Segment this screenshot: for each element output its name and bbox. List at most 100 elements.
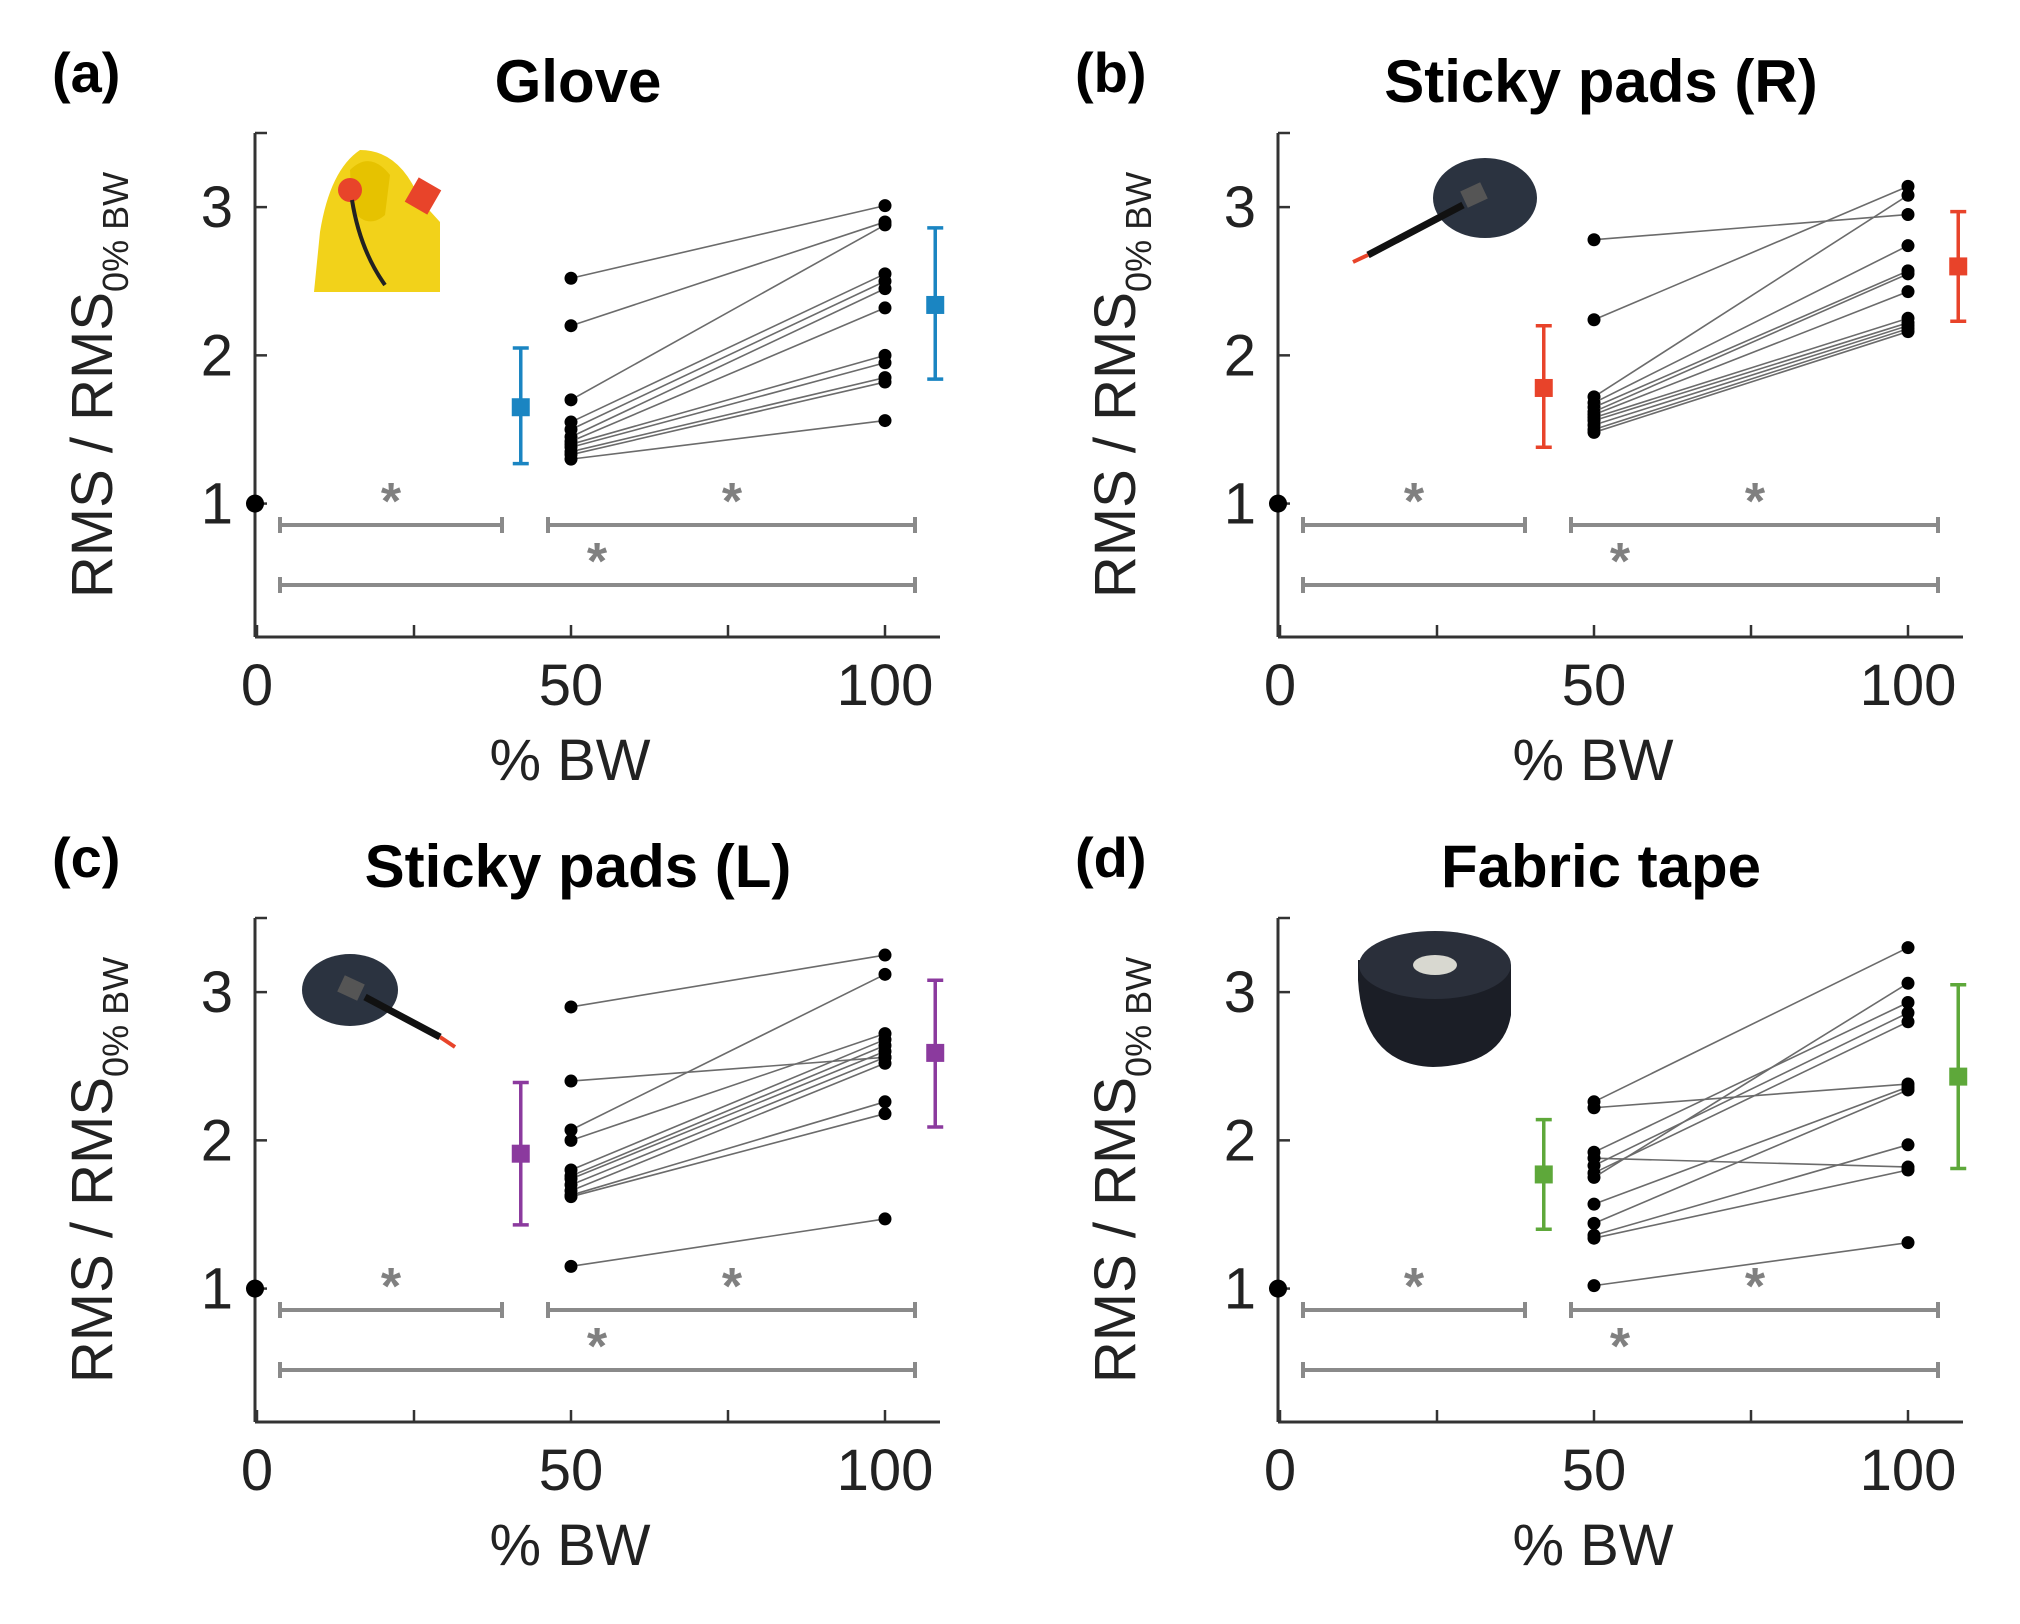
subject-line — [570, 419, 886, 460]
x-tick-label: 50 — [539, 653, 604, 718]
y-tick-label: 3 — [1224, 175, 1256, 240]
y-axis-label: RMS / RMS0% BW — [1083, 957, 1159, 1383]
subject-point-100 — [1901, 995, 1915, 1009]
y-axis-label-main: RMS / RMS — [60, 1077, 125, 1383]
subject-point-100 — [878, 1212, 892, 1226]
subject-line — [570, 307, 886, 443]
significance-star: * — [381, 1258, 402, 1316]
subject-point-100 — [878, 356, 892, 370]
x-tick-label: 100 — [837, 653, 934, 718]
y-tick-label: 2 — [1224, 323, 1256, 388]
subject-line — [570, 273, 886, 423]
subject-point-50 — [564, 1133, 578, 1147]
x-axis-label: % BW — [1512, 1513, 1673, 1578]
x-axis-label: % BW — [1512, 728, 1673, 793]
panel-label: (c) — [52, 826, 120, 889]
y-tick-label: 1 — [201, 472, 233, 537]
subject-line — [570, 973, 886, 1131]
subject-point-50 — [1587, 1101, 1601, 1115]
x-tick-label: 0 — [241, 653, 273, 718]
subject-point-100 — [1901, 941, 1915, 955]
x-tick-label: 100 — [1860, 653, 1957, 718]
y-axis-label-main: RMS / RMS — [1083, 292, 1148, 598]
chart-panel-a: (a) Glove 1 2 3 0 50 100 % BW RMS / RMS0% BW * * * — [52, 41, 945, 793]
baseline-point — [1269, 1279, 1287, 1298]
chart-panel-c: (c) Sticky pads (L) 1 2 3 0 50 100 % BW RMS / RMS… — [52, 826, 945, 1578]
subject-point-50 — [1587, 425, 1601, 439]
y-axis-label-subscript: 0% BW — [95, 957, 136, 1077]
subject-line — [570, 221, 886, 327]
subject-point-50 — [564, 1190, 578, 1204]
subject-line — [1593, 1012, 1909, 1167]
subject-line — [570, 1038, 886, 1171]
y-tick-label: 1 — [1224, 1257, 1256, 1322]
subject-line — [1593, 1083, 1909, 1109]
subject-line — [570, 1032, 886, 1142]
subject-line — [570, 1056, 886, 1186]
subject-line — [570, 376, 886, 453]
subject-point-100 — [1901, 1163, 1915, 1177]
electrode-tip — [1352, 253, 1369, 264]
subject-line — [1593, 1001, 1909, 1153]
significance-star: * — [722, 473, 743, 531]
subject-point-50 — [1587, 1216, 1601, 1230]
panel-label: (a) — [52, 41, 120, 104]
mean-marker — [926, 1043, 945, 1062]
subject-line — [1593, 185, 1909, 321]
subject-line — [570, 1062, 886, 1192]
subject-line — [1593, 1086, 1909, 1205]
y-tick-label: 2 — [201, 323, 233, 388]
y-tick-label: 1 — [201, 1257, 233, 1322]
glove-finger — [350, 161, 390, 222]
subject-line — [1593, 213, 1909, 241]
subject-point-100 — [1901, 1138, 1915, 1152]
subject-point-100 — [878, 1107, 892, 1121]
chart-panel-d: (d) Fabric tape 1 2 3 0 50 100 % BW RMS / RMS0% B… — [1075, 826, 1968, 1578]
subject-line — [1593, 946, 1909, 1103]
subject-point-50 — [564, 1259, 578, 1273]
subject-line — [570, 1050, 886, 1180]
x-tick-label: 0 — [1264, 1438, 1296, 1503]
subject-line — [570, 204, 886, 280]
glove-cable — [350, 199, 387, 287]
subject-line — [1593, 244, 1909, 404]
electrode-icon — [302, 954, 457, 1049]
significance-star: * — [381, 473, 402, 531]
chart-title: Fabric tape — [1441, 833, 1761, 900]
y-axis-label: RMS / RMS0% BW — [60, 172, 136, 598]
subject-line — [1593, 273, 1909, 413]
subject-point-100 — [878, 414, 892, 428]
subject-line — [570, 361, 886, 449]
chart-title: Glove — [495, 48, 662, 115]
x-axis-label: % BW — [489, 1513, 650, 1578]
significance-star: * — [587, 533, 608, 591]
subject-line — [1593, 330, 1909, 434]
subject-point-50 — [1587, 1197, 1601, 1211]
x-tick-label: 50 — [539, 1438, 604, 1503]
x-tick-label: 100 — [1860, 1438, 1957, 1503]
significance-star: * — [1404, 1258, 1425, 1316]
subject-point-100 — [878, 375, 892, 389]
subject-point-50 — [564, 452, 578, 466]
subject-point-50 — [564, 1123, 578, 1137]
electrode-cable — [1366, 201, 1465, 259]
significance-star: * — [1745, 1258, 1766, 1316]
chart-title: Sticky pads (L) — [365, 833, 792, 900]
x-axis-label: % BW — [489, 728, 650, 793]
panel-label: (d) — [1075, 826, 1147, 889]
subject-point-50 — [1587, 1231, 1601, 1245]
subject-line — [1593, 1089, 1909, 1225]
subject-line — [1593, 1241, 1909, 1287]
subject-line — [570, 381, 886, 456]
y-tick-label: 1 — [1224, 472, 1256, 537]
subject-line — [1593, 1021, 1909, 1174]
subject-point-50 — [1587, 313, 1601, 327]
significance-star: * — [1745, 473, 1766, 531]
glove-electrode — [338, 178, 362, 202]
subject-point-50 — [1587, 1170, 1601, 1184]
subject-line — [1593, 1157, 1909, 1168]
subject-point-100 — [1901, 325, 1915, 339]
y-axis-label: RMS / RMS0% BW — [60, 957, 136, 1383]
baseline-point — [246, 1279, 264, 1298]
chart-panel-b: (b) Sticky pads (R) 1 2 3 0 50 100 % BW RMS / RMS… — [1075, 41, 1968, 793]
